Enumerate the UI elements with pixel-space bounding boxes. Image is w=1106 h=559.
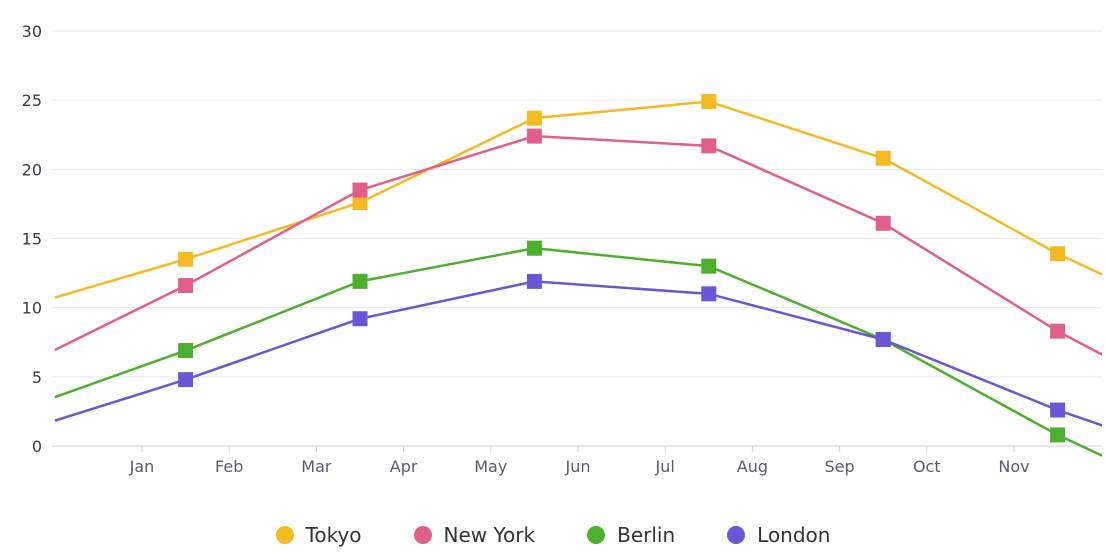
x-tick-label: Mar: [301, 457, 332, 476]
x-tick-label: Sep: [825, 457, 855, 476]
data-point-new-york[interactable]: [875, 215, 891, 231]
data-point-berlin[interactable]: [526, 240, 542, 256]
legend-marker: [727, 526, 746, 544]
data-point-new-york[interactable]: [526, 128, 542, 144]
legend-marker: [413, 526, 432, 544]
legend-label: Berlin: [617, 523, 676, 547]
markers: [178, 94, 1066, 443]
x-tick-label: Apr: [390, 457, 418, 476]
x-tick-label: May: [474, 457, 507, 476]
legend-marker: [587, 526, 606, 544]
data-point-london[interactable]: [178, 372, 194, 388]
data-point-new-york[interactable]: [178, 278, 194, 294]
data-point-tokyo[interactable]: [352, 195, 368, 211]
data-point-tokyo[interactable]: [875, 150, 891, 166]
x-tick-label: Jan: [129, 457, 155, 476]
legend-marker: [275, 526, 294, 544]
x-tick-label: Nov: [998, 457, 1029, 476]
x-tick-label: Feb: [215, 457, 243, 476]
data-point-london[interactable]: [526, 273, 542, 289]
data-point-berlin[interactable]: [352, 273, 368, 289]
data-point-new-york[interactable]: [352, 182, 368, 198]
legend-label: New York: [443, 523, 536, 547]
y-tick-label: 30: [22, 22, 42, 41]
x-tick-label: Oct: [913, 457, 941, 476]
series: [54, 100, 1102, 457]
data-point-tokyo[interactable]: [526, 110, 542, 126]
gridlines: [52, 30, 1102, 447]
legend-item-tokyo[interactable]: Tokyo: [275, 523, 362, 547]
legend-item-london[interactable]: London: [727, 523, 830, 547]
x-tick-label: Jun: [565, 457, 591, 476]
data-point-london[interactable]: [1050, 402, 1066, 418]
legend-label: Tokyo: [305, 523, 362, 547]
data-point-tokyo[interactable]: [1050, 246, 1066, 262]
legend: Tokyo New York Berlin London: [0, 515, 1106, 555]
line-chart: 0 5 10 15 20 25 30 Jan Feb Mar Apr May Jun Jul Aug Sep…: [22, 22, 1102, 476]
legend-label: London: [757, 523, 831, 547]
data-point-new-york[interactable]: [701, 138, 717, 154]
x-tick-label: Aug: [737, 457, 768, 476]
data-point-tokyo[interactable]: [178, 251, 194, 267]
data-point-berlin[interactable]: [1050, 427, 1066, 443]
legend-item-new-york[interactable]: New York: [413, 523, 536, 547]
data-point-london[interactable]: [352, 311, 368, 327]
series-line-new-york: [54, 134, 1102, 356]
legend-item-berlin[interactable]: Berlin: [587, 523, 675, 547]
y-tick-label: 15: [22, 230, 42, 249]
data-point-berlin[interactable]: [701, 258, 717, 274]
series-line-london: [54, 280, 1102, 427]
y-tick-label: 25: [22, 91, 42, 110]
y-tick-label: 10: [22, 299, 42, 318]
data-point-new-york[interactable]: [1050, 323, 1066, 339]
data-point-london[interactable]: [701, 286, 717, 302]
series-line-berlin: [54, 246, 1102, 457]
data-point-berlin[interactable]: [178, 343, 194, 359]
x-axis: Jan Feb Mar Apr May Jun Jul Aug Sep Oct Nov: [129, 446, 1030, 476]
data-point-tokyo[interactable]: [701, 94, 717, 110]
series-line-tokyo: [54, 100, 1102, 299]
x-tick-label: Jul: [655, 457, 675, 476]
y-tick-label: 5: [32, 368, 42, 387]
y-axis: 0 5 10 15 20 25 30: [22, 22, 42, 456]
data-point-london[interactable]: [875, 331, 891, 347]
y-tick-label: 0: [32, 437, 42, 456]
y-tick-label: 20: [22, 160, 42, 179]
